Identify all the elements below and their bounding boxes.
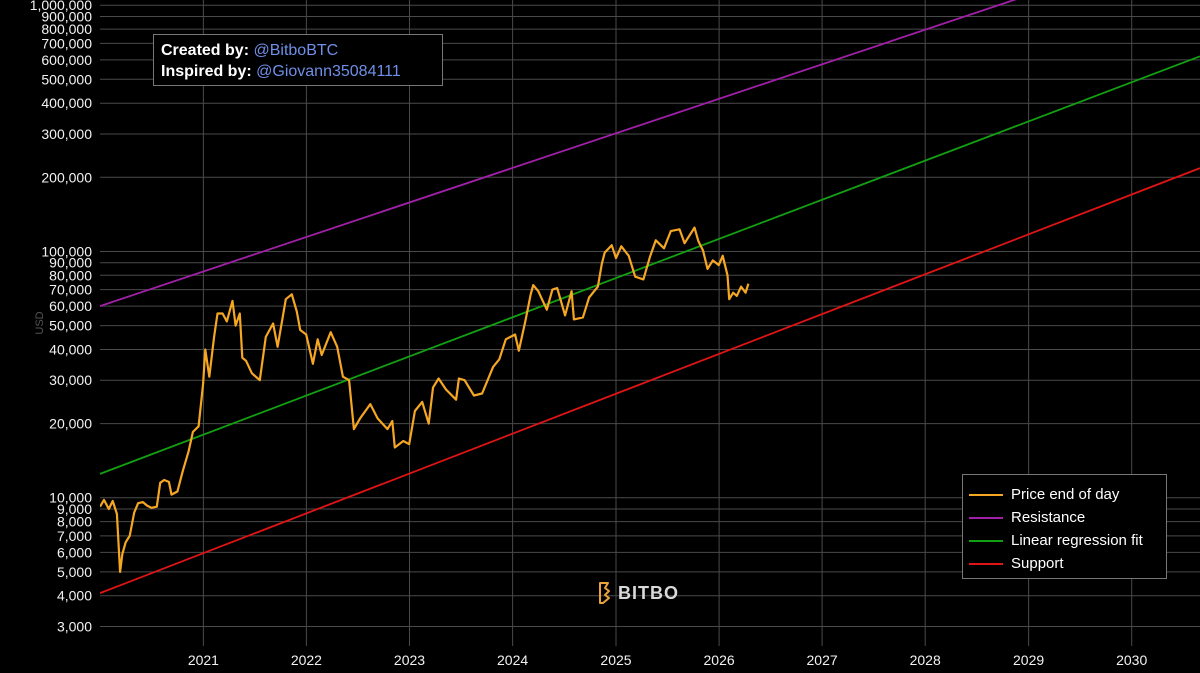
y-tick-label: 3,000 bbox=[57, 619, 92, 635]
y-tick-label: 50,000 bbox=[49, 318, 92, 334]
y-tick-label: 600,000 bbox=[41, 52, 92, 68]
bitbo-watermark: BITBO bbox=[597, 581, 679, 605]
y-tick-label: 9,000 bbox=[57, 501, 92, 517]
watermark-text: BITBO bbox=[618, 582, 679, 603]
y-tick-label: 70,000 bbox=[49, 282, 92, 298]
x-tick-label: 2028 bbox=[910, 652, 941, 668]
y-tick-label: 300,000 bbox=[41, 126, 92, 142]
chart-legend: Price end of day Resistance Linear regre… bbox=[962, 474, 1167, 579]
y-tick-label: 30,000 bbox=[49, 372, 92, 388]
bitbo-logo-icon bbox=[599, 582, 610, 604]
y-tick-label: 900,000 bbox=[41, 9, 92, 25]
legend-label-resistance: Resistance bbox=[1011, 509, 1086, 526]
legend-swatch-regression bbox=[969, 539, 1003, 542]
y-tick-label: 20,000 bbox=[49, 416, 92, 432]
y-tick-label: 90,000 bbox=[49, 255, 92, 271]
y-tick-label: 700,000 bbox=[41, 35, 92, 51]
x-axis-labels: 2021 2022 2023 2024 2025 2026 2027 2028 2029 2030 bbox=[188, 652, 1148, 668]
inspired-by-handle[interactable]: @Giovann35084111 bbox=[256, 63, 401, 80]
x-tick-label: 2021 bbox=[188, 652, 219, 668]
y-tick-label: 100,000 bbox=[41, 244, 92, 260]
y-tick-label: 400,000 bbox=[41, 95, 92, 111]
legend-swatch-resistance bbox=[969, 516, 1003, 519]
credits-box: Created by: @BitboBTC Inspired by: @Giov… bbox=[153, 34, 443, 86]
legend-swatch-price bbox=[969, 493, 1003, 496]
y-tick-label: 500,000 bbox=[41, 71, 92, 87]
legend-label-price: Price end of day bbox=[1011, 486, 1120, 503]
legend-item-resistance[interactable]: Resistance bbox=[969, 506, 1160, 529]
y-tick-label: 10,000 bbox=[49, 490, 92, 506]
series-line-regression bbox=[100, 55, 1200, 475]
y-tick-label: 7,000 bbox=[57, 528, 92, 544]
legend-item-regression[interactable]: Linear regression fit bbox=[969, 529, 1160, 552]
y-tick-label: 4,000 bbox=[57, 588, 92, 604]
inspired-by-line: Inspired by: @Giovann35084111 bbox=[161, 61, 435, 82]
series-group bbox=[100, 0, 1200, 594]
inspired-by-label: Inspired by: bbox=[161, 63, 252, 80]
x-tick-label: 2030 bbox=[1116, 652, 1147, 668]
created-by-handle[interactable]: @BitboBTC bbox=[253, 42, 339, 59]
x-tick-label: 2027 bbox=[807, 652, 838, 668]
y-axis-title: USD bbox=[34, 311, 46, 334]
legend-label-regression: Linear regression fit bbox=[1011, 532, 1143, 549]
y-tick-label: 8,000 bbox=[57, 514, 92, 530]
y-tick-label: 80,000 bbox=[49, 267, 92, 283]
y-tick-label: 5,000 bbox=[57, 564, 92, 580]
legend-item-price[interactable]: Price end of day bbox=[969, 483, 1160, 506]
y-tick-label: 40,000 bbox=[49, 342, 92, 358]
y-tick-label: 60,000 bbox=[49, 298, 92, 314]
x-tick-label: 2024 bbox=[497, 652, 528, 668]
y-tick-label: 800,000 bbox=[41, 21, 92, 37]
x-tick-label: 2026 bbox=[704, 652, 735, 668]
x-tick-label: 2025 bbox=[600, 652, 631, 668]
y-axis-labels: 3,000 4,000 5,000 6,0007,0008,0009,00010,00… bbox=[30, 0, 93, 635]
series-line-support bbox=[100, 167, 1200, 594]
created-by-line: Created by: @BitboBTC bbox=[161, 40, 435, 61]
y-tick-label: 1,000,000 bbox=[30, 0, 92, 13]
series-line-resistance bbox=[100, 0, 1017, 307]
legend-item-support[interactable]: Support bbox=[969, 552, 1160, 575]
series-line-price bbox=[100, 226, 750, 574]
legend-swatch-support bbox=[969, 562, 1003, 565]
y-tick-label: 200,000 bbox=[41, 169, 92, 185]
created-by-label: Created by: bbox=[161, 42, 250, 59]
x-tick-label: 2022 bbox=[291, 652, 322, 668]
legend-label-support: Support bbox=[1011, 555, 1064, 572]
y-tick-label: 6,000 bbox=[57, 544, 92, 560]
x-tick-label: 2023 bbox=[394, 652, 425, 668]
x-tick-label: 2029 bbox=[1013, 652, 1044, 668]
